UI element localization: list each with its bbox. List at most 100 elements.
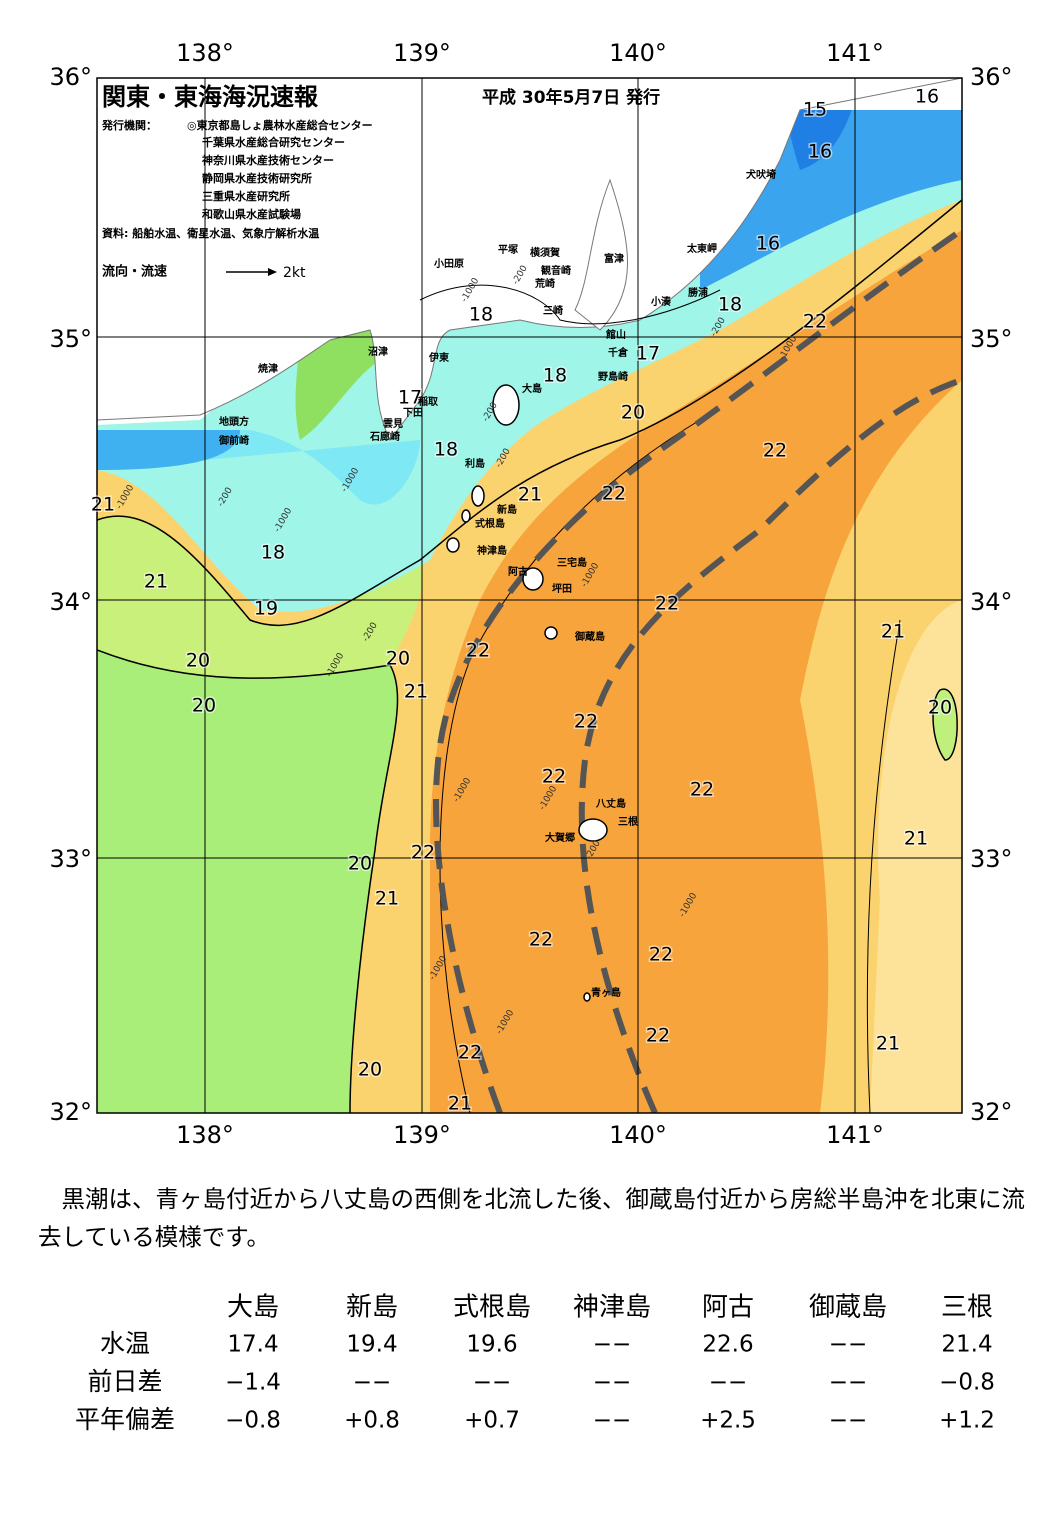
lat-label: 33°: [49, 845, 92, 873]
islands: [446, 384, 608, 1002]
contour-label: 20: [621, 402, 645, 424]
contour-label: 22: [542, 766, 566, 788]
cell-value: −−: [829, 1370, 868, 1396]
page: {"header":{"title":"関東・東海海況速報","date":"平…: [38, 39, 1025, 1434]
lon-label: 140°: [609, 1121, 667, 1149]
lon-label: 140°: [609, 39, 667, 67]
contour-label: 22: [466, 640, 490, 662]
lat-label: 35°: [970, 325, 1013, 353]
lon-label: 141°: [826, 39, 884, 67]
place-name: 三宅島: [557, 556, 587, 569]
column-header: 御蔵島: [809, 1293, 887, 1323]
lat-label: 36°: [49, 63, 92, 91]
place-name: 利島: [465, 457, 485, 470]
issuer: 神奈川県水産技術センター: [202, 153, 334, 167]
contour-label: 19: [254, 598, 278, 620]
lat-label: 32°: [970, 1098, 1013, 1126]
row-label: 水温: [100, 1329, 150, 1358]
contour-label: 20: [928, 697, 952, 719]
place-name: 大島: [522, 382, 542, 395]
lat-label: 35°: [49, 325, 92, 353]
place-name: 焼津: [258, 362, 278, 375]
place-name: 荒崎: [534, 277, 555, 290]
lon-label: 141°: [826, 1121, 884, 1149]
contour-label: 21: [91, 494, 115, 516]
place-name: 太東岬: [686, 242, 717, 255]
cell-value: −−: [593, 1370, 632, 1396]
column-header: 阿古: [702, 1293, 754, 1323]
contour-label: 20: [186, 650, 210, 672]
contour-label: 22: [649, 944, 673, 966]
cell-value: −−: [829, 1408, 868, 1434]
place-name: 下田: [403, 407, 423, 419]
place-name: 横須賀: [530, 246, 560, 259]
place-name: 観音崎: [541, 264, 571, 277]
contour-label: 16: [808, 141, 832, 163]
row-label: 前日差: [87, 1367, 162, 1396]
contour-label: 22: [803, 311, 827, 333]
contour-label: 22: [411, 842, 435, 864]
place-name: 地頭方: [219, 415, 249, 428]
contour-label: 15: [803, 99, 827, 121]
contour-label: 20: [358, 1059, 382, 1081]
place-name: 大賀郷: [545, 831, 575, 844]
row-label: 平年偏差: [75, 1405, 175, 1434]
issuer: ◎東京都島しょ農林水産総合センター: [187, 118, 373, 132]
contour-label: 21: [448, 1093, 472, 1115]
place-name: 式根島: [475, 517, 505, 530]
contour-label: 21: [904, 828, 928, 850]
place-name: 稲取: [418, 395, 439, 408]
lon-label: 138°: [176, 39, 234, 67]
sea-temperature-fill: [97, 78, 962, 1113]
map-title: 関東・東海海況速報: [102, 83, 319, 111]
cell-value: +1.2: [939, 1408, 995, 1434]
column-header: 式根島: [453, 1293, 531, 1323]
place-name: 伊東: [428, 351, 449, 364]
legend-scale: 2kt: [283, 265, 306, 281]
contour-label: 21: [404, 681, 428, 703]
contour-label: 16: [915, 86, 939, 108]
cell-value: +2.5: [700, 1408, 756, 1434]
cell-value: 22.6: [702, 1332, 753, 1358]
contour-label: 18: [469, 304, 493, 326]
contour-label: 17: [636, 343, 660, 365]
map-frame: [96, 77, 963, 1114]
contour-label: 22: [646, 1025, 670, 1047]
contour-label: 18: [543, 365, 567, 387]
contour-label: 22: [574, 711, 598, 733]
issuer: 千葉県水産総合研究センター: [202, 135, 345, 149]
cell-value: −0.8: [939, 1370, 995, 1396]
contour-label: 21: [518, 484, 542, 506]
place-name: 富津: [604, 252, 624, 265]
graticule: [97, 78, 962, 1113]
legend-arrowhead: [268, 268, 277, 276]
place-name: 館山: [605, 328, 626, 341]
contour-label: 18: [261, 542, 285, 564]
place-name: 青ヶ島: [591, 986, 621, 999]
cell-value: −−: [829, 1332, 868, 1358]
place-name: 千倉: [608, 346, 629, 359]
cell-value: 19.6: [466, 1332, 517, 1358]
contour-label: 17: [398, 387, 422, 409]
contour-label: 21: [881, 621, 905, 643]
summary-text: 黒潮は、青ヶ島付近から八丈島の西側を北流した後、御蔵島付近から房総半島沖を北東に…: [38, 1185, 1025, 1251]
lat-label: 33°: [970, 845, 1013, 873]
lat-label: 34°: [970, 588, 1013, 616]
issuer-label: 発行機関：: [101, 118, 157, 132]
place-name: 三根: [618, 815, 638, 828]
contour-label: 21: [876, 1033, 900, 1055]
contour-label: 18: [718, 294, 742, 316]
cell-value: −−: [473, 1370, 512, 1396]
lat-label: 36°: [970, 63, 1013, 91]
cell-value: −−: [593, 1408, 632, 1434]
place-name: 平塚: [498, 243, 518, 256]
contour-label: 18: [434, 439, 458, 461]
kuroshio-axis: [433, 227, 962, 1113]
contour-label: 16: [756, 233, 780, 255]
place-name: 御前崎: [218, 434, 249, 447]
contour-label: 22: [690, 779, 714, 801]
cell-value: 17.4: [227, 1332, 278, 1358]
place-name: 沼津: [368, 345, 388, 358]
cell-value: −−: [353, 1370, 392, 1396]
